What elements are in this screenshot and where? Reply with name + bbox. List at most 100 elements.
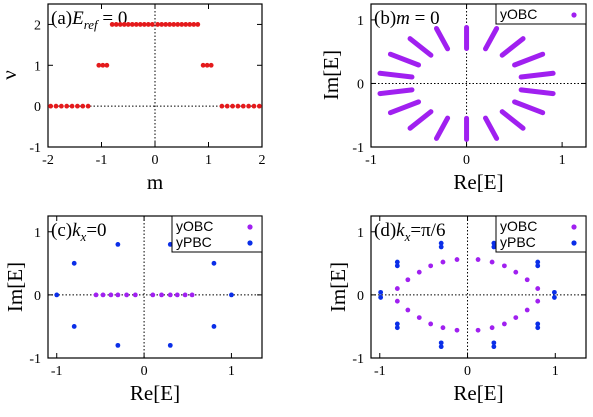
data-point	[394, 325, 400, 331]
y-tick-label: 1	[357, 14, 364, 29]
annotation-subscript: x	[404, 229, 411, 244]
data-point	[71, 260, 77, 266]
data-point	[405, 277, 411, 283]
legend-box	[171, 215, 263, 253]
data-point	[491, 344, 497, 350]
data-point	[189, 292, 195, 298]
y-tick-label: 0	[357, 289, 364, 304]
data-point	[132, 292, 138, 298]
data-point	[513, 315, 519, 321]
data-point	[100, 62, 106, 68]
annotation-prefix: (c)	[51, 220, 72, 241]
data-point	[149, 22, 155, 27]
plot-frame	[370, 215, 587, 359]
data-point	[394, 263, 400, 269]
series-yobc	[394, 257, 541, 333]
spectrum-arc	[483, 115, 500, 141]
data-point	[491, 340, 497, 346]
data-point	[524, 307, 530, 313]
data-point	[187, 22, 193, 27]
data-point	[454, 327, 460, 333]
data-point	[175, 22, 181, 27]
legend-box	[495, 3, 587, 25]
data-point	[54, 292, 60, 298]
data-point	[240, 103, 246, 109]
data-point	[535, 259, 541, 265]
data-point	[224, 103, 230, 109]
annotation-subscript: ref	[84, 17, 100, 32]
x-tick-label: -1	[51, 364, 63, 379]
data-point	[204, 62, 210, 68]
data-point	[489, 325, 495, 331]
data-point	[428, 321, 434, 327]
x-tick-label: 1	[552, 364, 559, 379]
legend-marker	[247, 240, 253, 246]
data-point	[475, 327, 481, 333]
spectrum-arc	[518, 70, 556, 80]
data-point	[378, 289, 384, 295]
spectrum-arc	[512, 99, 546, 116]
spectrum-arc	[499, 109, 526, 131]
spectrum-arc	[377, 87, 415, 97]
data-point	[378, 295, 384, 300]
data-point	[428, 263, 434, 269]
data-point	[124, 292, 130, 298]
x-tick-label: 0	[152, 153, 159, 168]
x-tick-label: 0	[463, 153, 470, 168]
data-point	[125, 22, 131, 27]
data-point	[159, 22, 165, 27]
data-point	[230, 103, 235, 109]
data-point	[501, 321, 507, 327]
data-point	[182, 292, 188, 298]
data-point	[251, 103, 257, 109]
spectrum-arc	[433, 115, 451, 141]
data-point	[438, 340, 444, 346]
plot-frame	[370, 3, 587, 148]
annotation-prefix: (a)	[51, 8, 72, 29]
data-point	[491, 240, 497, 246]
data-point	[145, 22, 151, 27]
data-point	[69, 103, 75, 109]
data-point	[195, 22, 201, 27]
x-axis-label: Re[E]	[453, 170, 503, 194]
spectrum-arc	[407, 109, 434, 131]
data-point	[200, 62, 206, 68]
data-point	[115, 292, 121, 298]
data-point	[53, 103, 59, 109]
x-tick-label: 2	[259, 153, 266, 168]
data-point	[440, 325, 446, 331]
data-point	[475, 257, 481, 262]
y-tick-label: -1	[352, 352, 364, 367]
data-point	[64, 103, 70, 109]
panel-annotation: (b)m = 0	[374, 8, 440, 29]
y-tick-label: 2	[34, 18, 41, 33]
legend-box	[495, 215, 587, 253]
legend-label: yOBC	[500, 6, 537, 22]
spectrum-arc	[512, 51, 546, 68]
x-tick-label: -1	[96, 153, 108, 168]
data-point	[191, 22, 197, 27]
annotation-prefix: (d)	[374, 220, 396, 241]
x-tick-label: -1	[374, 364, 386, 379]
annotation-value: =0	[86, 220, 106, 241]
spectrum-arc	[377, 70, 415, 80]
data-point	[183, 22, 189, 27]
panel-annotation: (d)kx=π/6	[374, 220, 445, 244]
data-point	[129, 22, 135, 27]
legend: yOBC	[495, 3, 587, 25]
data-point	[163, 22, 169, 27]
spectrum-arc	[499, 36, 526, 58]
y-tick-label: 0	[357, 77, 364, 92]
y-tick-label: -1	[352, 141, 364, 156]
data-point	[535, 325, 541, 331]
legend-label: yPBC	[176, 234, 212, 250]
data-point	[121, 22, 127, 27]
data-point	[108, 292, 114, 298]
data-point	[535, 298, 541, 304]
data-point	[394, 259, 400, 265]
data-point	[58, 103, 64, 109]
series-ypbc	[54, 242, 234, 348]
spectrum-arc	[387, 51, 422, 68]
